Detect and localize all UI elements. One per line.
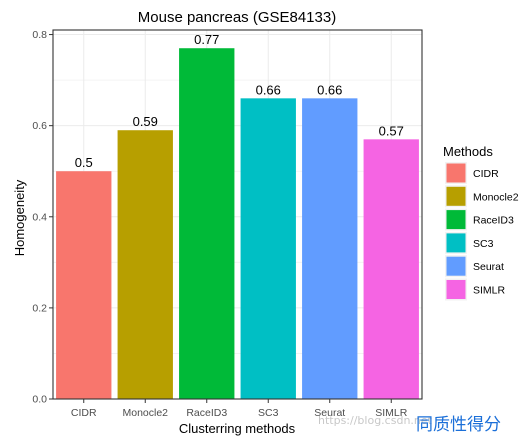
x-axis-label: Clusterring methods [179, 421, 296, 436]
legend-swatch-cidr [446, 163, 466, 183]
data-label-cidr: 0.5 [75, 155, 93, 170]
legend-label-cidr: CIDR [473, 168, 499, 180]
legend-swatch-monocle2 [446, 186, 466, 206]
plot-area: 0.5 CIDR 0.59 Monocle2 0.77 RaceID3 0.66 SC3 0.6… [32, 29, 423, 419]
watermark-url: https://blog.csdn.net [318, 414, 432, 427]
legend-swatch-sc3 [446, 233, 466, 253]
y-tick-label: 0.0 [32, 394, 47, 406]
data-label-simlr: 0.57 [379, 123, 404, 138]
y-tick-label: 0.2 [32, 302, 47, 314]
y-axis-label: Homogeneity [12, 179, 27, 256]
x-tick-label-sc3: SC3 [258, 407, 279, 419]
data-label-monocle2: 0.59 [133, 114, 158, 129]
legend: Methods CIDR Monocle2 RaceID3 SC3 Seurat SIML… [443, 144, 519, 301]
panel-border [52, 29, 423, 400]
bar-cidr [56, 171, 112, 399]
bar-monocle2 [117, 130, 173, 399]
y-tick-label: 0.6 [32, 120, 47, 132]
data-label-sc3: 0.66 [256, 82, 281, 97]
legend-title: Methods [443, 144, 493, 159]
legend-label-seurat: Seurat [473, 261, 504, 273]
x-tick-label-raceid3: RaceID3 [186, 407, 227, 419]
chart-title: Mouse pancreas (GSE84133) [138, 9, 336, 26]
bar-simlr [363, 139, 419, 400]
x-tick-label-simlr: SIMLR [375, 407, 408, 419]
legend-label-monocle2: Monocle2 [473, 191, 519, 203]
legend-label-sc3: SC3 [473, 238, 494, 250]
data-label-seurat: 0.66 [317, 82, 342, 97]
bar-sc3 [240, 98, 296, 399]
data-label-raceid3: 0.77 [194, 32, 219, 47]
bar-raceid3 [179, 48, 235, 399]
x-tick-label-monocle2: Monocle2 [122, 407, 168, 419]
x-tick-label-seurat: Seurat [314, 407, 345, 419]
legend-swatch-simlr [446, 280, 466, 299]
legend-swatch-seurat [446, 256, 466, 276]
y-tick-label: 0.8 [32, 29, 47, 41]
bar-seurat [302, 98, 358, 399]
x-tick-label-cidr: CIDR [71, 407, 97, 419]
legend-swatch-raceid3 [446, 210, 466, 230]
y-tick-label: 0.4 [32, 211, 47, 223]
legend-label-raceid3: RaceID3 [473, 215, 514, 227]
legend-label-simlr: SIMLR [473, 285, 506, 297]
watermark-caption: 同质性得分 [416, 415, 501, 435]
